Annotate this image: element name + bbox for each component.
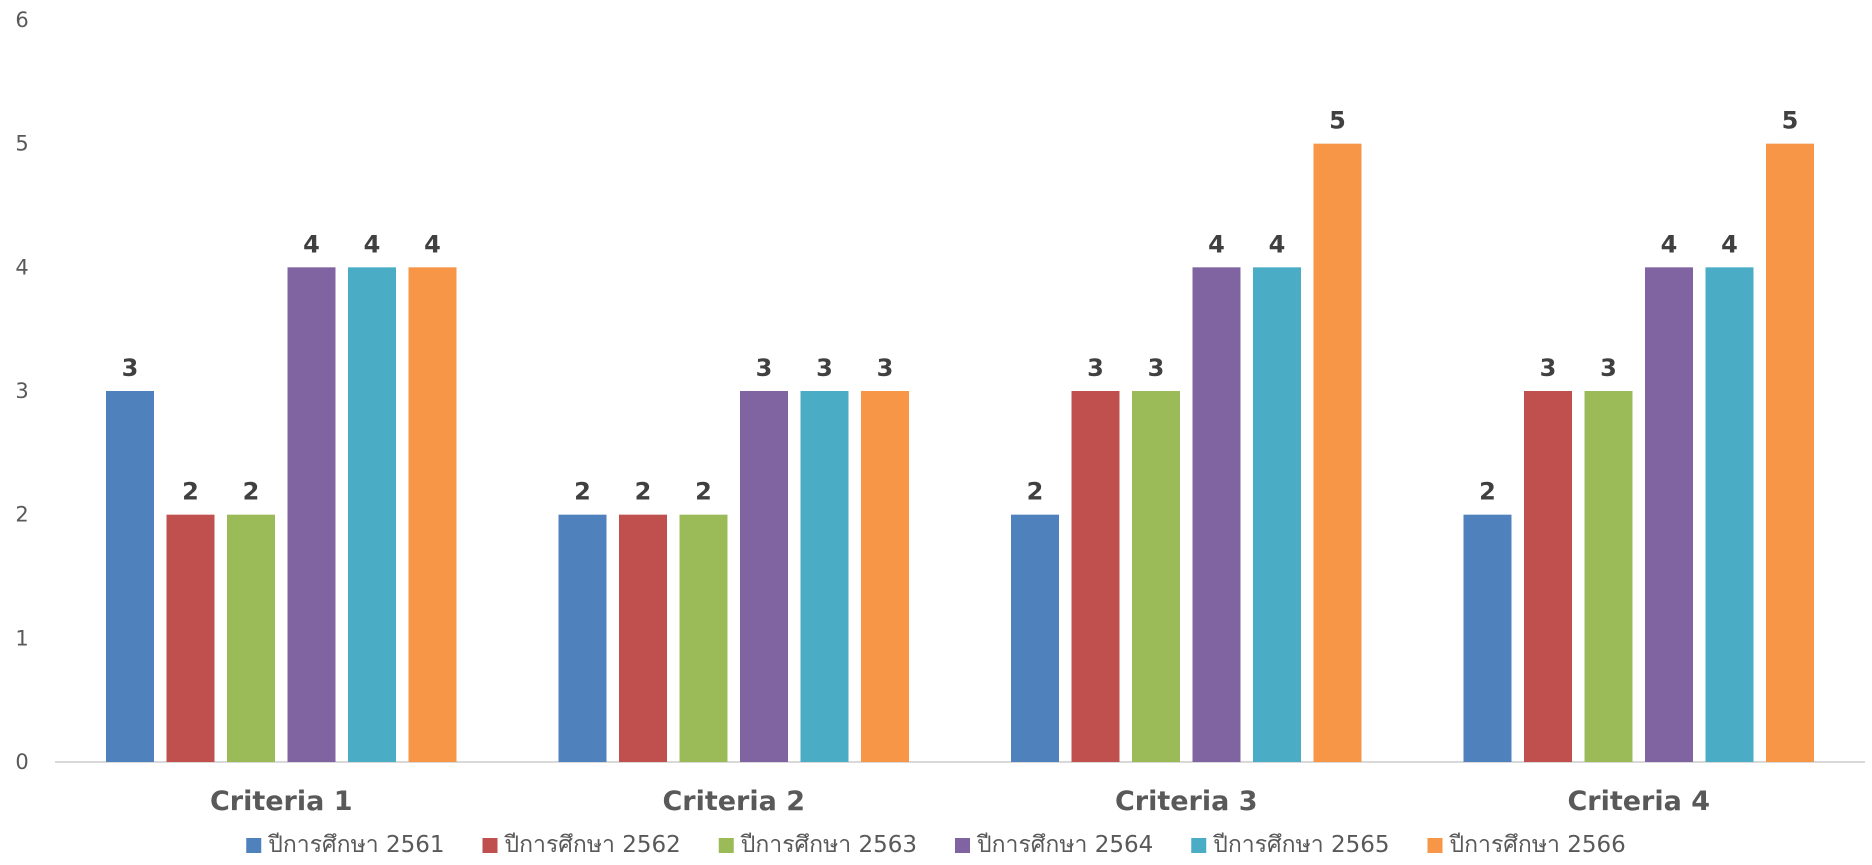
bar xyxy=(1524,391,1572,762)
bar xyxy=(558,514,607,762)
data-label: 2 xyxy=(574,478,591,506)
bar xyxy=(1645,267,1693,762)
data-label: 3 xyxy=(1087,354,1104,382)
bar xyxy=(408,267,457,762)
bar xyxy=(1705,267,1754,762)
legend-item: ปีการศึกษา 2566 xyxy=(1427,832,1626,858)
legend-label: ปีการศึกษา 2564 xyxy=(976,832,1153,858)
legend-item: ปีการศึกษา 2564 xyxy=(955,832,1153,858)
y-tick-label: 1 xyxy=(15,626,28,650)
data-label: 3 xyxy=(1540,354,1557,382)
legend-swatch xyxy=(955,838,970,853)
data-label: 4 xyxy=(364,230,381,258)
legend-swatch xyxy=(1427,838,1443,853)
bar xyxy=(1011,514,1059,762)
data-label: 3 xyxy=(1148,354,1165,382)
bar xyxy=(1071,391,1120,762)
data-label: 4 xyxy=(1661,230,1678,258)
y-tick-label: 0 xyxy=(15,750,28,774)
data-label: 4 xyxy=(1208,230,1225,258)
data-label: 3 xyxy=(122,354,139,382)
data-label: 4 xyxy=(1269,230,1286,258)
bar xyxy=(227,514,275,762)
legend-label: ปีการศึกษา 2561 xyxy=(268,832,445,858)
legend-item: ปีการศึกษา 2565 xyxy=(1191,832,1390,858)
bar xyxy=(166,514,215,762)
data-label: 2 xyxy=(182,478,199,506)
data-label: 2 xyxy=(243,478,260,506)
legend-swatch xyxy=(246,838,262,853)
y-tick-label: 5 xyxy=(15,132,28,156)
legend-swatch xyxy=(482,838,498,853)
bar xyxy=(106,391,154,762)
legend-swatch xyxy=(1191,838,1207,853)
category-label: Criteria 2 xyxy=(662,786,805,817)
data-label: 2 xyxy=(635,478,652,506)
bar xyxy=(287,267,336,762)
bar xyxy=(1192,267,1241,762)
bar xyxy=(348,267,396,762)
legend-item: ปีการศึกษา 2563 xyxy=(718,832,917,858)
bar xyxy=(1584,391,1633,762)
data-label: 4 xyxy=(303,230,320,258)
legend-label: ปีการศึกษา 2566 xyxy=(1449,832,1626,858)
bar xyxy=(740,391,788,762)
data-label: 4 xyxy=(1721,230,1738,258)
data-label: 4 xyxy=(424,230,441,258)
category-label: Criteria 1 xyxy=(210,786,353,817)
y-tick-label: 6 xyxy=(15,8,28,32)
data-label: 3 xyxy=(816,354,833,382)
bar xyxy=(861,391,909,762)
data-label: 3 xyxy=(756,354,773,382)
legend-item: ปีการศึกษา 2562 xyxy=(482,832,681,858)
y-tick-label: 4 xyxy=(15,255,28,279)
legend-item: ปีการศึกษา 2561 xyxy=(246,832,445,858)
data-label: 3 xyxy=(877,354,894,382)
legend-swatch xyxy=(718,838,734,853)
legend-label: ปีการศึกษา 2562 xyxy=(504,832,681,858)
data-label: 5 xyxy=(1329,107,1346,135)
y-tick-label: 2 xyxy=(15,503,28,527)
data-label: 5 xyxy=(1782,107,1799,135)
bar xyxy=(1313,143,1362,762)
legend-label: ปีการศึกษา 2565 xyxy=(1213,832,1390,858)
bar xyxy=(1766,143,1814,762)
bar xyxy=(619,514,667,762)
data-label: 2 xyxy=(695,478,712,506)
bar xyxy=(679,514,728,762)
category-label: Criteria 3 xyxy=(1115,786,1258,817)
bar xyxy=(1132,391,1180,762)
y-tick-label: 3 xyxy=(15,379,28,403)
legend: ปีการศึกษา 2561 ปีการศึกษา 2562 ปีการศึกษา… xyxy=(246,832,1626,858)
legend-label: ปีการศึกษา 2563 xyxy=(740,832,917,858)
data-label: 2 xyxy=(1479,478,1496,506)
bar xyxy=(1463,514,1512,762)
bar xyxy=(800,391,849,762)
data-label: 2 xyxy=(1027,478,1044,506)
category-label: Criteria 4 xyxy=(1567,786,1710,817)
data-label: 3 xyxy=(1600,354,1617,382)
bar xyxy=(1253,267,1301,762)
